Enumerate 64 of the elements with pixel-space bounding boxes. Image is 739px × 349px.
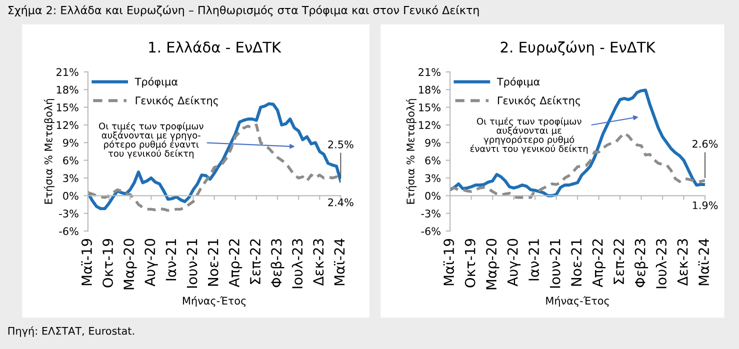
x-tick-label: Μαρ-20 bbox=[124, 238, 137, 290]
x-tick-label: Μαϊ-19 bbox=[81, 238, 92, 286]
y-tick-label: 12% bbox=[419, 121, 440, 130]
x-tick-label: Νοε-21 bbox=[571, 239, 582, 286]
annotation: Οι τιμές των τροφίμων αυξάνονται με γρηγο- ρότερο ρυθμό έναντι του γενικού δείκτη bbox=[99, 122, 204, 159]
data-label: 1.9% bbox=[692, 201, 718, 210]
y-tick-label: 18% bbox=[419, 86, 440, 94]
x-tick-label: Αυγ-20 bbox=[507, 238, 521, 286]
y-tick-label: -3% bbox=[421, 210, 440, 218]
x-tick-label: Δεκ-23 bbox=[677, 239, 688, 286]
x-tick-label: Οκτ-19 bbox=[102, 238, 114, 288]
x-tick-label: Ιαν-21 bbox=[528, 239, 540, 280]
y-tick-label: 9% bbox=[425, 138, 440, 147]
y-tick-label: 3% bbox=[63, 174, 78, 182]
text: Πηγή: ΕΛΣΤΑΤ, Eurostat. bbox=[8, 326, 134, 337]
y-tick-label: 15% bbox=[419, 103, 440, 112]
x-tick-label: Δεκ-23 bbox=[313, 239, 324, 286]
x-tick-label: Σεπ-22 bbox=[250, 239, 261, 284]
legend-label: Τρόφιμα bbox=[496, 77, 540, 88]
y-tick-label: -6% bbox=[421, 227, 440, 236]
x-tick-label: Μαρ-20 bbox=[486, 238, 500, 290]
chart-title: 1. Ελλάδα - ΕνΔΤΚ bbox=[149, 40, 282, 53]
chart-title: 2. Ευρωζώνη - ΕνΔΤΚ bbox=[500, 40, 656, 56]
legend-label: Γενικός Δείκτης bbox=[498, 96, 580, 106]
x-tick-label: Ιουν-21 bbox=[550, 239, 560, 288]
x-tick-label: Φεβ-23 bbox=[270, 239, 284, 288]
y-tick-label: 15% bbox=[56, 103, 78, 112]
x-tick-label: Ιουν-21 bbox=[186, 239, 198, 288]
y-axis-title: Ετήσια % Μεταβολή bbox=[406, 99, 416, 204]
x-tick-label: Μαϊ-24 bbox=[698, 238, 710, 286]
x-tick-label: Ιουλ-23 bbox=[292, 239, 303, 288]
y-axis-title: Ετήσια % Μεταβολή bbox=[44, 99, 54, 204]
data-label: 2.5% bbox=[328, 140, 354, 148]
y-tick-label: -3% bbox=[59, 210, 78, 218]
y-tick-label: 0% bbox=[63, 192, 78, 200]
y-tick-label: 12% bbox=[56, 121, 78, 130]
x-tick-label: Ιουλ-23 bbox=[656, 239, 667, 288]
annotation: Οι τιμές των τροφίμων αυξάνονται με γρηγορότερο ρυθμό έναντι του γενικού δείκτη bbox=[470, 117, 588, 154]
x-tick-label: Αυγ-20 bbox=[144, 238, 158, 286]
x-tick-label: Ιαν-21 bbox=[166, 239, 176, 280]
y-tick-label: 6% bbox=[425, 156, 440, 164]
y-tick-label: -6% bbox=[59, 227, 78, 236]
x-tick-label: Μαϊ-19 bbox=[443, 238, 454, 286]
x-tick-label: Σεπ-22 bbox=[614, 239, 624, 284]
data-label: 2.4% bbox=[328, 198, 354, 206]
y-tick-label: 6% bbox=[63, 156, 78, 164]
legend-label: Τρόφιμα bbox=[134, 77, 178, 88]
legend-label: Γενικός Δείκτης bbox=[136, 96, 218, 106]
y-tick-label: 18% bbox=[56, 86, 78, 94]
x-tick-label: Απρ-22 bbox=[228, 239, 242, 288]
x-tick-label: Φεβ-23 bbox=[634, 239, 648, 288]
y-tick-label: 21% bbox=[56, 68, 78, 76]
y-tick-label: 0% bbox=[425, 192, 440, 200]
text: Σχήμα 2: Ελλάδα και Ευρωζώνη – Πληθωρισμός στα Τρόφιμα και στον Γενικό Δείκτη bbox=[8, 5, 479, 16]
data-label: 2.6% bbox=[692, 140, 718, 148]
x-axis-title: Μήνας-Έτος bbox=[546, 296, 609, 307]
y-tick-label: 9% bbox=[63, 138, 78, 147]
x-tick-label: Νοε-21 bbox=[208, 239, 218, 286]
y-tick-label: 3% bbox=[425, 174, 440, 182]
x-tick-label: Οκτ-19 bbox=[464, 238, 476, 288]
x-tick-label: Μαϊ-24 bbox=[334, 238, 345, 286]
x-tick-label: Απρ-22 bbox=[592, 239, 606, 288]
y-tick-label: 21% bbox=[418, 68, 440, 76]
x-axis-title: Μήνας-Έτος bbox=[182, 296, 246, 307]
